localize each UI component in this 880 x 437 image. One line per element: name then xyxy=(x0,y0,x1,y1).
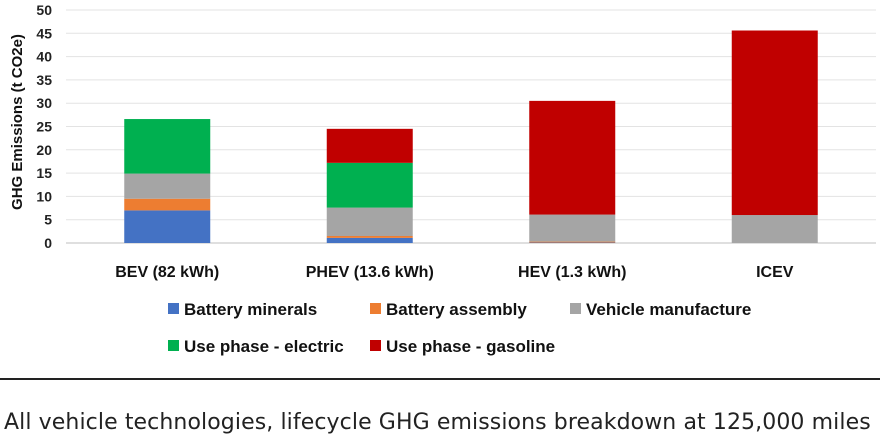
y-axis-ticks: 0 5 10 15 20 25 30 35 40 45 50 xyxy=(36,2,52,251)
y-tick-label: 50 xyxy=(36,2,52,18)
x-axis-categories: BEV (82 kWh) PHEV (13.6 kWh) HEV (1.3 kWh)… xyxy=(115,264,794,281)
x-tick-label: PHEV (13.6 kWh) xyxy=(306,264,434,281)
bar-segment xyxy=(529,241,616,243)
bar-segment xyxy=(529,100,616,215)
y-tick-label: 5 xyxy=(44,212,52,228)
bar-segment xyxy=(529,214,616,242)
legend-swatch xyxy=(570,303,581,314)
legend-label: Vehicle manufacture xyxy=(586,300,751,319)
bar-segment xyxy=(326,128,413,163)
y-tick-label: 0 xyxy=(44,235,52,251)
bar-segment xyxy=(124,210,211,243)
legend-swatch xyxy=(370,303,381,314)
y-tick-label: 45 xyxy=(36,25,52,41)
bar-segment xyxy=(124,173,211,199)
x-tick-label: BEV (82 kWh) xyxy=(115,264,219,281)
y-tick-label: 25 xyxy=(36,119,52,135)
legend-swatch xyxy=(168,340,179,351)
bars xyxy=(124,30,818,243)
bar-segment xyxy=(124,119,211,174)
y-tick-label: 20 xyxy=(36,142,52,158)
bar-segment xyxy=(731,215,818,243)
bar-segment xyxy=(124,198,211,211)
legend-swatch xyxy=(370,340,381,351)
bar-segment xyxy=(731,30,818,216)
y-tick-label: 15 xyxy=(36,165,52,181)
y-tick-label: 35 xyxy=(36,72,52,88)
legend-swatch xyxy=(168,303,179,314)
figure-caption: All vehicle technologies, lifecycle GHG … xyxy=(4,410,871,435)
bar-segment xyxy=(326,236,413,238)
legend: Battery minerals Battery assembly Vehicle … xyxy=(168,300,751,356)
y-tick-label: 10 xyxy=(36,188,52,204)
y-axis-label: GHG Emissions (t CO2e) xyxy=(9,34,26,210)
legend-label: Battery assembly xyxy=(386,300,527,319)
y-tick-label: 40 xyxy=(36,49,52,65)
bar-segment xyxy=(326,237,413,243)
divider xyxy=(0,378,880,380)
y-tick-label: 30 xyxy=(36,95,52,111)
x-tick-label: HEV (1.3 kWh) xyxy=(518,264,626,281)
legend-label: Use phase - gasoline xyxy=(386,337,555,356)
bar-segment xyxy=(326,162,413,208)
legend-label: Battery minerals xyxy=(184,300,317,319)
stacked-bar-chart: 0 5 10 15 20 25 30 35 40 45 50 GHG Emissions (t CO… xyxy=(9,2,876,356)
x-tick-label: ICEV xyxy=(756,264,794,281)
legend-label: Use phase - electric xyxy=(184,337,344,356)
bar-segment xyxy=(326,207,413,237)
